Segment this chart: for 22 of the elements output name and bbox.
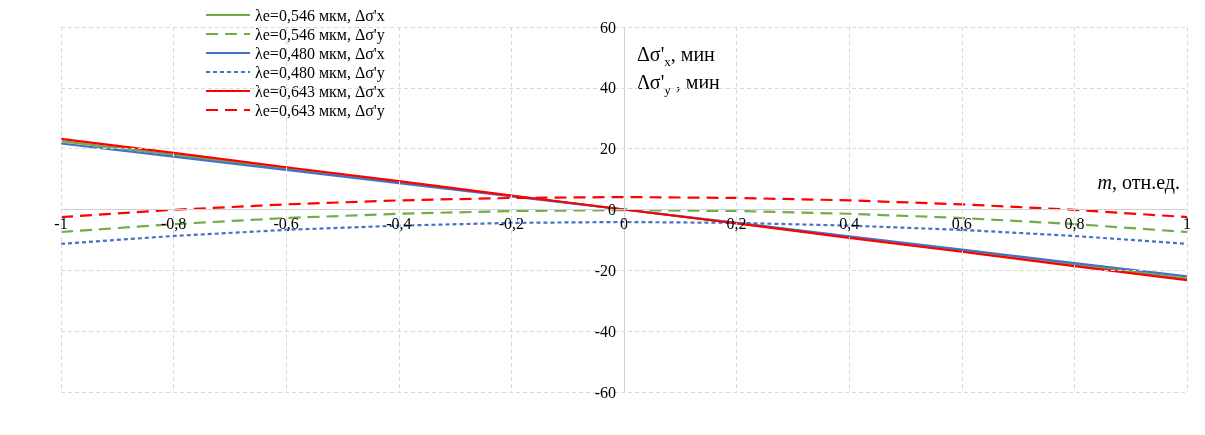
x-tick-label: -0,6	[273, 215, 299, 232]
y-tick-label: -20	[594, 261, 616, 279]
x-tick-label: 0	[620, 215, 628, 232]
x-axis-title: m, отн.ед.	[1097, 171, 1180, 194]
x-tick-label: 0,8	[1064, 215, 1085, 232]
y-tick-label: 60	[600, 18, 616, 36]
x-tick-label: -1	[54, 215, 68, 232]
y-tick-label: -40	[594, 322, 616, 340]
x-tick-label: 1	[1183, 215, 1191, 232]
x-tick-label: -0,4	[386, 215, 412, 232]
legend-label: λe=0,546 мкм, Δσ'x	[255, 6, 385, 24]
x-tick-label: 0,6	[951, 215, 972, 232]
legend-label: λe=0,480 мкм, Δσ'x	[255, 44, 385, 62]
x-tick-label: -0,2	[498, 215, 525, 232]
legend-label: λe=0,643 мкм, Δσ'x	[255, 82, 385, 100]
y-tick-label: 20	[600, 140, 616, 158]
legend-label: λe=0,643 мкм, Δσ'y	[255, 101, 385, 120]
legend-label: λe=0,480 мкм, Δσ'y	[255, 63, 385, 82]
x-tick-label: 0,4	[839, 215, 860, 232]
legend-label: λe=0,546 мкм, Δσ'y	[255, 25, 385, 44]
y-tick-label: -60	[594, 383, 616, 401]
y-tick-label: 40	[600, 79, 616, 97]
